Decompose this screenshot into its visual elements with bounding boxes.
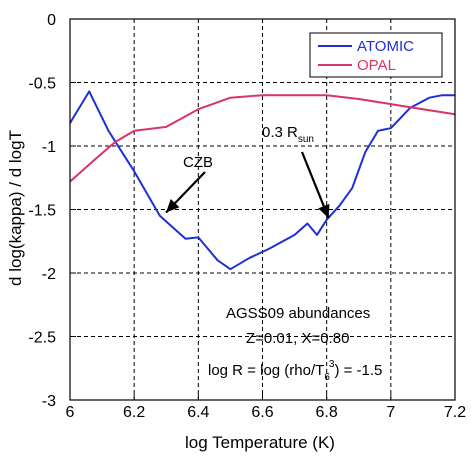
- series-line-atomic: [69, 90, 455, 271]
- axis-ticks: [69, 18, 456, 401]
- x-tick-label: 6.4: [187, 404, 209, 421]
- y-tick-label: -3: [42, 393, 56, 410]
- x-tick-label: 7: [386, 404, 395, 421]
- annotation-logr-b: ) = -1.5: [334, 362, 382, 379]
- y-tick-label: -1: [42, 139, 56, 156]
- legend-label-atomic: ATOMIC: [357, 38, 414, 55]
- annotation-rsun-prefix: 0.3 R: [262, 124, 298, 141]
- annotation-logr: log R = log (rho/T6 3) = -1.5: [208, 359, 382, 383]
- x-tick-label: 6: [66, 404, 75, 421]
- x-tick-label: 6.8: [316, 404, 338, 421]
- annotation-rsun-sub: sun: [298, 134, 314, 145]
- annotation-arrows: [165, 151, 330, 219]
- tick-labels: 6 6.2 6.4 6.6 6.8 7 7.2 0 -0.5 -1 -1.5 -2 -2.5 -3: [28, 12, 466, 421]
- y-axis-title: d log(kappa) / d logT: [6, 130, 25, 286]
- annotation-logr-sub: 6: [324, 372, 330, 383]
- annotation-rsun: 0.3 Rsun: [262, 124, 314, 145]
- x-tick-label: 6.6: [251, 404, 273, 421]
- x-tick-label: 7.2: [444, 404, 466, 421]
- annotation-logr-a: log R = log (rho/T: [208, 362, 324, 379]
- annotation-rsun-arrow-head: [318, 203, 330, 219]
- x-tick-label: 6.2: [123, 404, 145, 421]
- grid-lines: [70, 19, 455, 400]
- y-tick-label: -0.5: [28, 76, 56, 93]
- annotation-czb-arrow-head: [166, 198, 180, 213]
- legend-label-opal: OPAL: [357, 57, 396, 74]
- annotation-abundances: AGSS09 abundances: [226, 305, 370, 322]
- y-tick-label: -2.5: [28, 330, 56, 347]
- y-tick-label: -2: [42, 266, 56, 283]
- annotation-czb: CZB: [183, 154, 213, 171]
- series-layer: [69, 90, 456, 271]
- legend: ATOMIC OPAL: [309, 32, 443, 78]
- series-line-opal: [69, 94, 456, 183]
- x-axis-title: log Temperature (K): [185, 433, 335, 452]
- annotation-composition: Z=0.01, X=0.80: [246, 330, 349, 347]
- legend-box: [309, 32, 443, 78]
- y-tick-label: 0: [47, 12, 56, 29]
- annotation-logr-sup: 3: [329, 359, 335, 370]
- y-tick-label: -1.5: [28, 203, 56, 220]
